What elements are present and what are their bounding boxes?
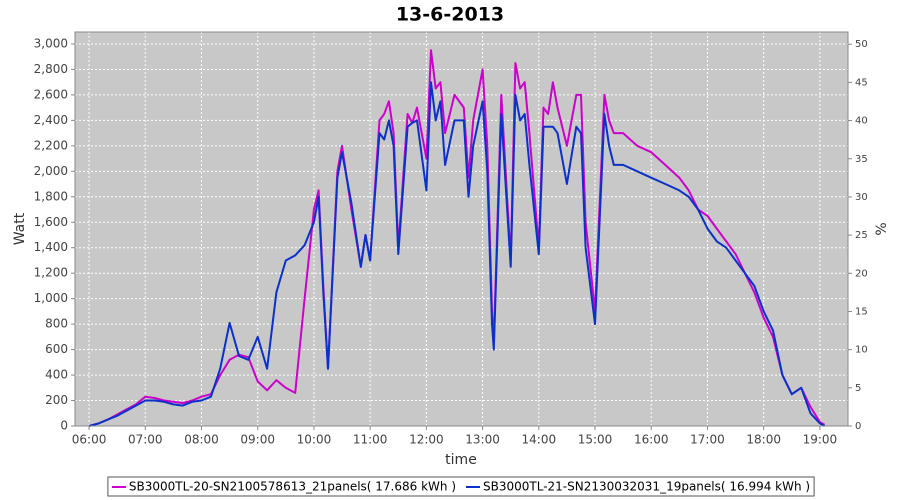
grid	[75, 32, 848, 427]
x-tick-label: 16:00	[634, 433, 669, 447]
y-tick-label: 1,000	[34, 291, 68, 305]
x-axis-label: time	[445, 452, 477, 468]
x-tick-label: 12:00	[409, 433, 444, 447]
y2-tick-label: 5	[855, 383, 861, 394]
y-tick-label: 600	[45, 342, 68, 356]
legend-text: SB3000TL-21-SN2130032031_19panels( 16.99…	[483, 480, 810, 494]
y2-tick-label: 45	[855, 77, 868, 88]
x-tick-label: 08:00	[184, 433, 219, 447]
legend-box	[107, 476, 815, 497]
x-tick-label: 07:00	[128, 433, 163, 447]
y-tick-label: 2,800	[34, 62, 68, 76]
chart-title: 13-6-2013	[396, 4, 504, 26]
x-tick-label: 15:00	[578, 433, 613, 447]
y-tick-label: 400	[45, 368, 68, 382]
y-tick-label: 1,400	[34, 240, 68, 254]
y2-tick-label: 35	[855, 154, 868, 165]
y2-tick-label: 40	[855, 116, 868, 127]
y2-tick-label: 0	[855, 421, 861, 432]
y-axis-label: Watt	[12, 212, 28, 245]
y-tick-label: 1,600	[34, 215, 68, 229]
x-tick-label: 10:00	[297, 433, 332, 447]
y-tick-label: 0	[60, 419, 68, 433]
y-tick-label: 1,800	[34, 189, 68, 203]
plot-border	[74, 31, 849, 427]
x-tick-label: 06:00	[72, 433, 107, 447]
y2-tick-label: 30	[855, 192, 868, 203]
y2-tick-label: 25	[855, 230, 868, 241]
x-tick-label: 14:00	[522, 433, 557, 447]
series-line	[88, 49, 826, 427]
y-tick-label: 800	[45, 317, 68, 331]
x-tick-label: 17:00	[690, 433, 725, 447]
y-tick-label: 2,400	[34, 113, 68, 127]
plot-area	[75, 32, 848, 426]
x-tick-label: 09:00	[240, 433, 275, 447]
x-tick-label: 19:00	[803, 433, 838, 447]
y-tick-label: 2,600	[34, 87, 68, 101]
series-line	[88, 81, 826, 427]
y-tick-label: 200	[45, 393, 68, 407]
y2-tick-label: 10	[855, 345, 868, 356]
lines	[88, 49, 826, 427]
legend: SB3000TL-20-SN2100578613_21panels( 17.68…	[107, 476, 815, 497]
y-tick-label: 2,000	[34, 164, 68, 178]
y-tick-label: 3,000	[34, 36, 68, 50]
x-tick-label: 13:00	[465, 433, 500, 447]
y-tick-label: 1,200	[34, 266, 68, 280]
y-tick-label: 2,200	[34, 138, 68, 152]
y2-tick-label: 20	[855, 268, 868, 279]
y2-tick-label: 15	[855, 306, 868, 317]
y2-axis-label: %	[874, 222, 890, 235]
legend-text: SB3000TL-20-SN2100578613_21panels( 17.68…	[129, 480, 456, 494]
x-tick-label: 18:00	[746, 433, 781, 447]
y2-tick-label: 50	[855, 39, 868, 50]
x-tick-label: 11:00	[353, 433, 388, 447]
